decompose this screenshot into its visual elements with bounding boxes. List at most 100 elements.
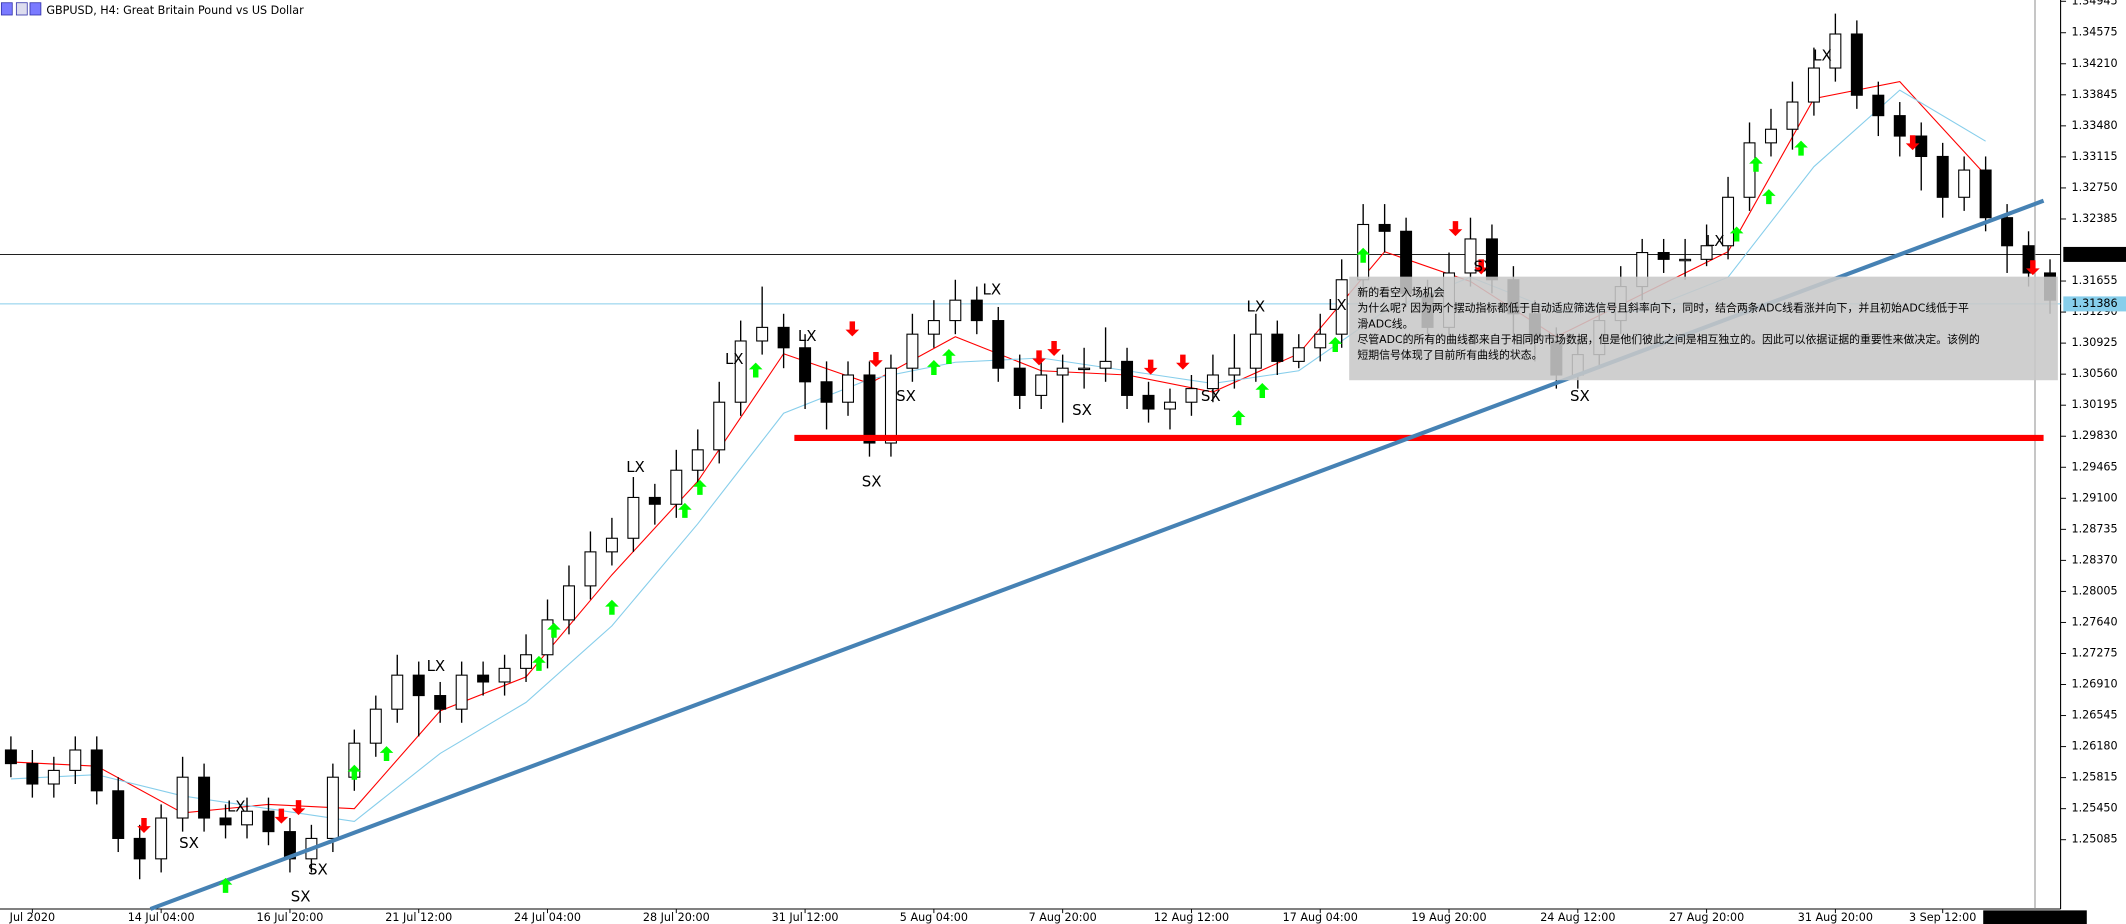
- y-tick-label: 1.30195: [2071, 398, 2117, 411]
- candle-body: [1206, 374, 1219, 390]
- candle-body: [477, 674, 490, 683]
- candle-body: [4, 749, 17, 765]
- signal-label: SX: [179, 834, 199, 852]
- signal-label: SX: [291, 888, 311, 906]
- signal-label: SX: [1072, 401, 1092, 419]
- x-tick-label: 17 Aug 04:00: [1283, 911, 1358, 924]
- buy-arrow: [1729, 226, 1744, 242]
- candle-body: [1464, 238, 1477, 274]
- y-tick-label: 1.27640: [2071, 615, 2117, 628]
- sell-arrow: [2026, 260, 2040, 276]
- sell-arrow: [137, 818, 151, 833]
- y-tick-label: 1.33115: [2071, 150, 2117, 163]
- y-tick-label: 1.27275: [2071, 646, 2117, 659]
- candle-body: [69, 749, 82, 771]
- candle-body: [1142, 394, 1155, 410]
- y-tick-label: 1.29465: [2071, 460, 2117, 473]
- candle-body: [412, 674, 425, 697]
- signal-label: LX: [1247, 297, 1266, 315]
- candle-body: [133, 837, 146, 860]
- candle-body: [1958, 169, 1971, 198]
- candle-body: [1335, 279, 1348, 335]
- candle-body: [1163, 401, 1176, 410]
- candle-body: [112, 790, 125, 839]
- candle-body: [605, 537, 618, 553]
- candle-body: [1121, 360, 1134, 396]
- signal-label: LX: [798, 327, 817, 345]
- signal-label: LX: [427, 657, 446, 675]
- candle-body: [1679, 258, 1692, 262]
- x-tick-label: 24 Aug 12:00: [1540, 911, 1615, 924]
- candle-body: [1722, 196, 1735, 247]
- candle-body: [1700, 245, 1713, 260]
- sell-arrow: [1448, 221, 1463, 237]
- candle-body: [1314, 333, 1327, 349]
- y-tick-label: 1.33845: [2071, 88, 2117, 101]
- candle-body: [2022, 245, 2035, 274]
- y-tick-label: 1.29100: [2071, 491, 2117, 504]
- buy-arrow: [1749, 156, 1763, 172]
- annotation-text: 为什么呢? 因为两个摆动指标都低于自动适应筛选信号且斜率向下，同时，结合两条AD…: [1357, 301, 1969, 315]
- candle-body: [1292, 347, 1305, 362]
- candle-body: [1228, 367, 1241, 376]
- candle-body: [434, 695, 447, 710]
- y-tick-label: 1.25085: [2071, 833, 2117, 846]
- sell-arrow: [274, 808, 289, 824]
- candle-body: [262, 810, 275, 833]
- buy-arrow: [1356, 247, 1370, 263]
- buy-arrow: [1794, 140, 1808, 156]
- y-tick-label: 1.28735: [2071, 522, 2117, 535]
- candle-body: [1850, 33, 1863, 96]
- signal-label: SX: [1201, 387, 1221, 405]
- candle-body: [927, 320, 940, 335]
- buy-arrow: [942, 348, 956, 364]
- annotation-text: 滑ADC线。: [1357, 316, 1413, 330]
- candle-body: [562, 585, 575, 621]
- signal-label: SX: [862, 473, 882, 491]
- candle-body: [1829, 33, 1842, 69]
- buy-arrow: [347, 764, 362, 780]
- candle-body: [198, 776, 211, 819]
- x-tick-label: 3 Sep 12:00: [1909, 911, 1976, 924]
- candle-body: [1893, 115, 1906, 137]
- candle-body: [26, 763, 39, 785]
- y-tick-label: 1.33480: [2071, 119, 2117, 132]
- x-tick-label: 31 Jul 12:00: [772, 911, 839, 924]
- sell-arrow: [845, 321, 860, 337]
- y-tick-label: 1.26910: [2071, 678, 2117, 691]
- y-tick-label: 1.32385: [2071, 212, 2117, 225]
- candle-body: [949, 299, 962, 322]
- candle-body: [219, 817, 232, 826]
- y-tick-label: 1.30560: [2071, 367, 2117, 380]
- buy-arrow: [547, 622, 561, 638]
- candle-body: [884, 367, 897, 444]
- icon: [29, 2, 42, 16]
- signal-label: LX: [1813, 47, 1832, 65]
- x-tick-label: 28 Jul 20:00: [643, 911, 710, 924]
- x-tick-label: 16 Jul 20:00: [256, 911, 323, 924]
- candle-body: [1657, 252, 1670, 260]
- toolbar-icons: [0, 2, 42, 16]
- candle-body: [455, 674, 468, 710]
- sell-arrow: [1474, 259, 1489, 275]
- annotation-text: 短期信号体现了目前所有曲线的状态。: [1357, 348, 1542, 362]
- y-tick-label: 1.28370: [2071, 553, 2117, 566]
- y-tick-label: 1.25450: [2071, 802, 2117, 815]
- sell-arrow: [1032, 350, 1046, 366]
- candle-body: [47, 769, 60, 785]
- x-tick-label: 24 Jul 04:00: [514, 911, 581, 924]
- candle-body: [906, 333, 919, 369]
- candle-body: [648, 496, 661, 505]
- buy-arrow: [1762, 189, 1776, 205]
- candle-body: [1936, 155, 1949, 198]
- sell-arrow: [869, 352, 883, 368]
- candle-body: [734, 340, 747, 403]
- buy-arrow: [1328, 337, 1343, 353]
- buy-arrow: [693, 479, 707, 495]
- y-tick-label: 1.31655: [2071, 274, 2117, 287]
- y-tick-label: 1.34210: [2071, 57, 2117, 70]
- signal-label: LX: [1328, 296, 1347, 314]
